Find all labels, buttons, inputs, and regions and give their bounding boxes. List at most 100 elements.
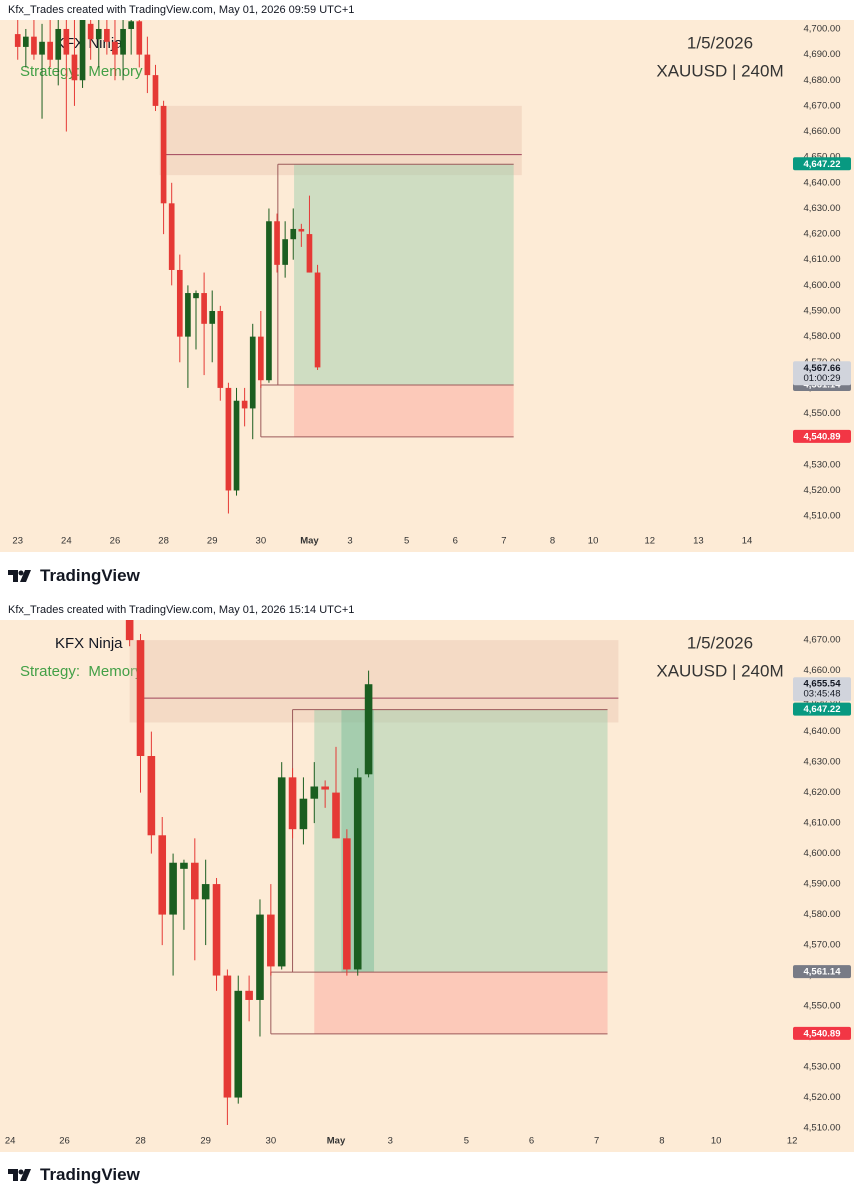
- x-tick-label: 8: [550, 536, 555, 547]
- x-tick-label: 12: [787, 1136, 798, 1147]
- candle-body: [201, 884, 210, 900]
- profit-zone: [314, 709, 608, 973]
- y-tick-label: 4,620.00: [804, 787, 841, 798]
- candle-body: [120, 28, 126, 55]
- x-tick-label: 5: [464, 1136, 469, 1147]
- candle-body: [267, 914, 275, 967]
- candle-body: [225, 387, 232, 491]
- y-tick-label: 4,610.00: [804, 254, 841, 265]
- supply-zone: [159, 105, 522, 176]
- x-tick-label: 29: [207, 536, 218, 547]
- candle-body: [152, 75, 159, 106]
- candle-body: [256, 914, 264, 1000]
- candle-body: [39, 41, 45, 55]
- candle-body: [128, 21, 135, 29]
- candle-body: [55, 28, 62, 60]
- y-tick-label: 4,690.00: [804, 49, 841, 60]
- y-tick-label: 4,530.00: [804, 1062, 841, 1073]
- loss-zone: [314, 972, 608, 1034]
- candle-body: [87, 23, 94, 40]
- y-tick-label: 4,670.00: [804, 635, 841, 646]
- candle-body: [266, 221, 272, 381]
- candle-body: [223, 975, 232, 1098]
- candle-body: [112, 41, 118, 55]
- date: 1/5/2026: [687, 633, 753, 652]
- candle-body: [306, 234, 313, 273]
- date: 1/5/2026: [687, 33, 753, 52]
- plot-area: KFX Ninja Strategy: Memory 1/5/2026 XAUUSD …: [20, 620, 784, 1125]
- price-tag-label: 4,561.14: [804, 967, 842, 978]
- x-tick-label: 7: [501, 536, 506, 547]
- price-tag: [793, 429, 851, 443]
- candle-body: [298, 228, 305, 232]
- x-tick-label: 7: [594, 1136, 599, 1147]
- price-tag: [793, 677, 851, 702]
- y-tick-label: 4,600.00: [804, 848, 841, 859]
- candle-body: [233, 400, 240, 491]
- symbol: XAUUSD | 240M: [656, 61, 783, 80]
- brand-logo: [8, 1169, 31, 1181]
- candle-body: [104, 28, 110, 42]
- candle-body: [212, 884, 221, 976]
- candle-body: [217, 310, 224, 388]
- candle-body: [321, 786, 329, 790]
- y-tick-label: 4,640.00: [804, 177, 841, 188]
- price-tag-label: 4,655.54: [804, 679, 842, 690]
- y-tick-label: 4,680.00: [804, 75, 841, 86]
- y-tick-label: 4,520.00: [804, 1092, 841, 1103]
- x-tick-label: 29: [200, 1136, 211, 1147]
- candle-body: [249, 336, 256, 409]
- loss-zone: [294, 384, 514, 437]
- candle-body: [22, 36, 29, 47]
- candle-body: [63, 28, 70, 55]
- x-tick-label: 28: [158, 536, 169, 547]
- candle-body: [353, 777, 362, 970]
- candle-body: [160, 105, 167, 204]
- x-tick-label: 6: [453, 536, 458, 547]
- brand-logo: [8, 570, 31, 582]
- x-tick-label: 26: [59, 1136, 70, 1147]
- x-tick-label: 24: [61, 536, 72, 547]
- price-tag-label: 4,647.22: [804, 159, 841, 170]
- candle-body: [245, 990, 253, 1000]
- candle-body: [158, 835, 167, 915]
- price-tag-label: 4,540.89: [804, 1028, 841, 1039]
- price-tag: [793, 157, 851, 171]
- candle-body: [71, 54, 78, 81]
- candle-body: [95, 28, 102, 40]
- x-tick-label: 30: [256, 536, 267, 547]
- x-tick-label: 13: [693, 536, 704, 547]
- candle-body: [176, 269, 183, 337]
- y-tick-label: 4,630.00: [804, 203, 841, 214]
- x-tick-label: 24: [5, 1136, 16, 1147]
- x-tick-label: 28: [135, 1136, 146, 1147]
- candle-body: [180, 862, 188, 869]
- price-tag-label: 4,567.66: [804, 363, 841, 374]
- x-tick-label: 10: [588, 536, 599, 547]
- y-tick-label: 4,550.00: [804, 408, 841, 419]
- brand-text: TradingView: [40, 1165, 140, 1184]
- profit-zone: [294, 164, 514, 385]
- candle-body: [274, 221, 280, 265]
- y-tick-label: 4,510.00: [804, 511, 841, 522]
- candle-body: [136, 640, 145, 757]
- y-tick-label: 4,660.00: [804, 126, 841, 137]
- y-tick-label: 4,650.00: [804, 152, 841, 163]
- x-tick-label: May: [327, 1136, 346, 1147]
- supply-zone: [129, 640, 619, 723]
- price-tag-label: 4,647.22: [804, 704, 841, 715]
- candle-body: [47, 41, 53, 60]
- candle-body: [299, 798, 308, 830]
- price-tag: [793, 702, 851, 716]
- x-tick-label: 6: [529, 1136, 534, 1147]
- candle-body: [241, 400, 248, 409]
- y-tick-label: 4,610.00: [804, 818, 841, 829]
- candle-body: [169, 862, 177, 915]
- candle-body: [234, 990, 243, 1098]
- y-tick-label: 4,510.00: [804, 1123, 841, 1134]
- candle-body: [14, 34, 21, 47]
- candle-body: [314, 272, 321, 368]
- price-tag: [793, 965, 851, 979]
- x-tick-label: 30: [266, 1136, 277, 1147]
